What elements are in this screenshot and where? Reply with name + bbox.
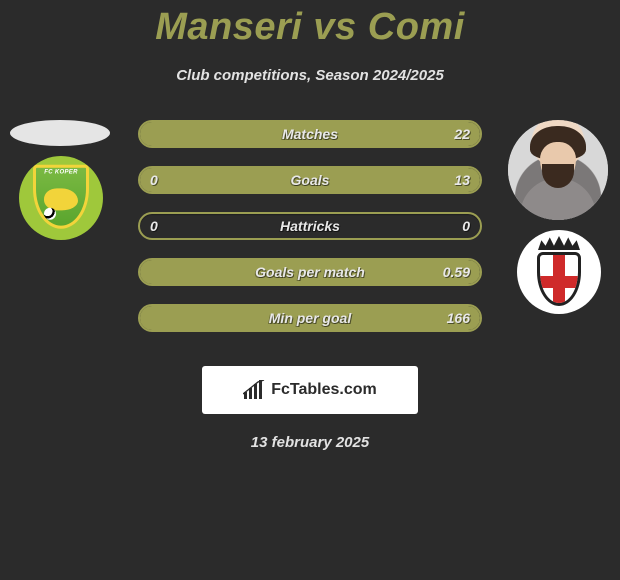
- left-column: FC KOPER: [10, 120, 112, 240]
- crown-icon: [538, 236, 580, 250]
- provercelli-shield-icon: [537, 252, 581, 306]
- koper-shield-icon: FC KOPER: [33, 165, 89, 229]
- stat-bar: 166Min per goal: [138, 304, 482, 332]
- date: 13 february 2025: [0, 434, 620, 451]
- bar-label: Min per goal: [140, 306, 480, 330]
- right-column: [508, 120, 610, 314]
- bar-chart-icon: [243, 380, 265, 400]
- stat-bar: 22Matches: [138, 120, 482, 148]
- comparison-panel: FC KOPER 22Matches 013Goals 00Hattricks 0.5…: [0, 120, 620, 360]
- soccer-ball-icon: [44, 208, 56, 220]
- bar-label: Matches: [140, 122, 480, 146]
- koper-shield-text: FC KOPER: [36, 170, 86, 176]
- right-player-avatar: [508, 120, 608, 220]
- stat-bar: 013Goals: [138, 166, 482, 194]
- branding-text: FcTables.com: [271, 381, 377, 399]
- bar-label: Goals per match: [140, 260, 480, 284]
- page-title: Manseri vs Comi: [0, 0, 620, 49]
- player-face-icon: [508, 120, 608, 220]
- stat-bar: 00Hattricks: [138, 212, 482, 240]
- right-team-logo: [517, 230, 601, 314]
- bar-label: Goals: [140, 168, 480, 192]
- subtitle: Club competitions, Season 2024/2025: [0, 67, 620, 84]
- bar-label: Hattricks: [140, 214, 480, 238]
- left-team-logo: FC KOPER: [19, 156, 103, 240]
- left-player-avatar: [10, 120, 110, 146]
- branding: FcTables.com: [202, 366, 418, 414]
- stat-bars: 22Matches 013Goals 00Hattricks 0.59Goals pe…: [138, 120, 482, 350]
- stat-bar: 0.59Goals per match: [138, 258, 482, 286]
